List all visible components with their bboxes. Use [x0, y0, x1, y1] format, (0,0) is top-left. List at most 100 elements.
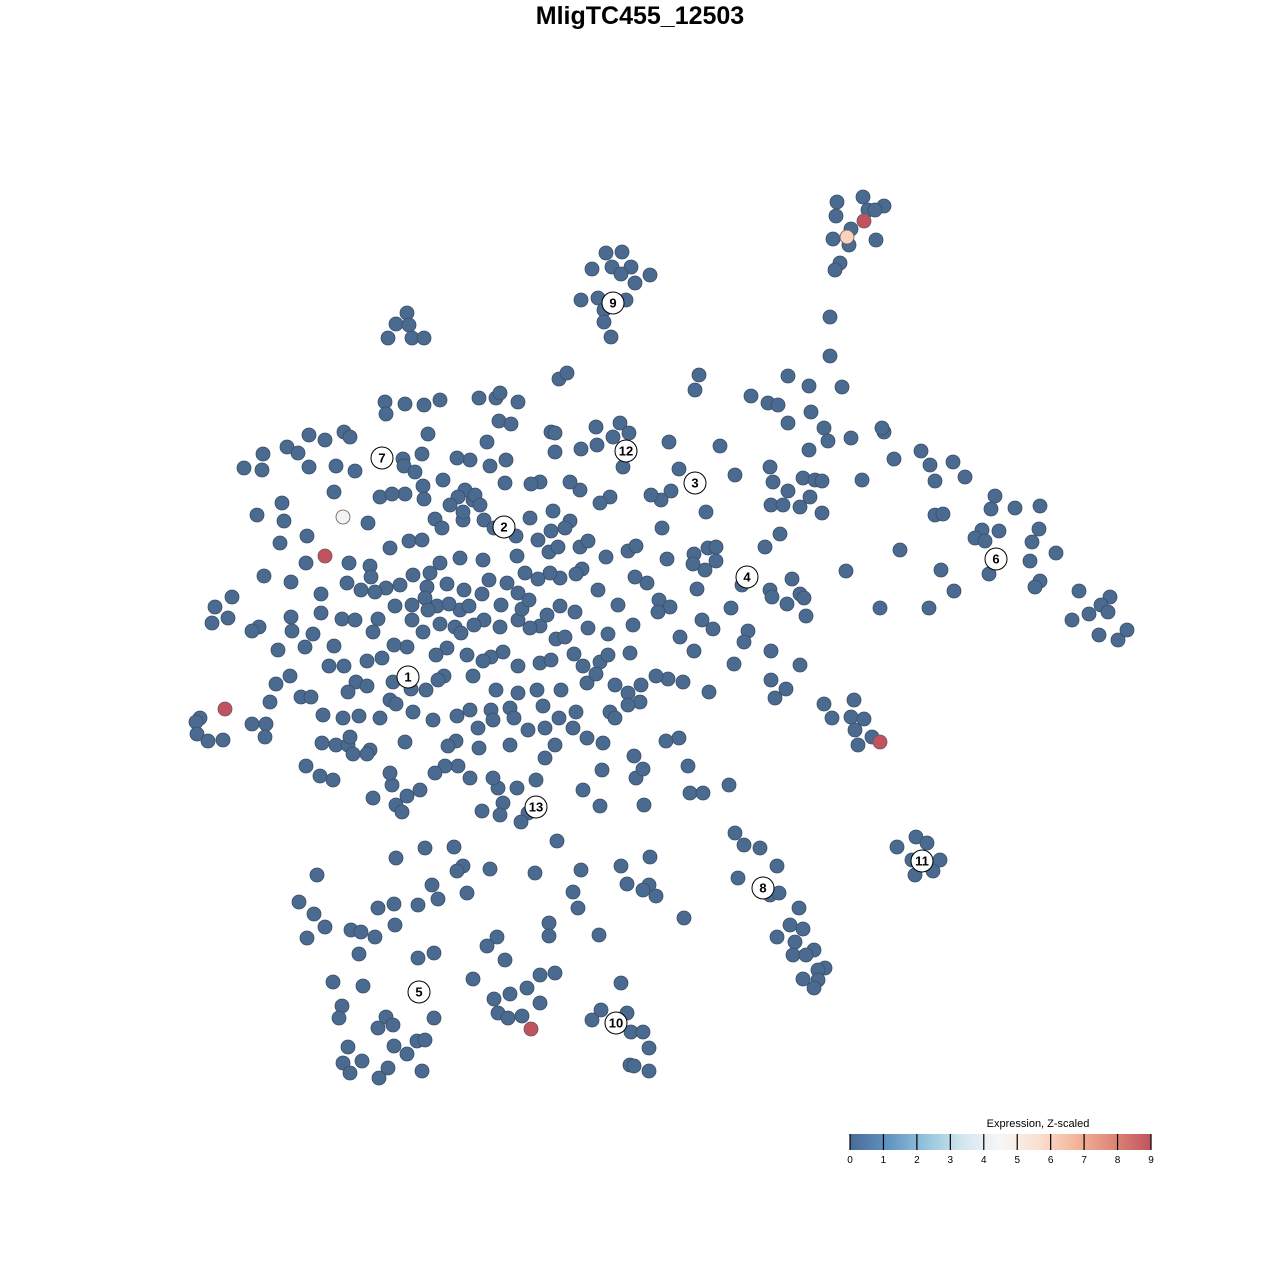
cell-point: [650, 604, 666, 620]
cell-point: [204, 615, 220, 631]
cluster-label-text: 2: [500, 520, 507, 535]
cell-point: [353, 924, 369, 940]
cell-point: [342, 729, 358, 745]
cell-point: [658, 733, 674, 749]
cell-point: [365, 790, 381, 806]
cell-point: [562, 474, 578, 490]
cell-point: [641, 1063, 657, 1079]
cell-point: [415, 624, 431, 640]
cell-point: [1022, 553, 1038, 569]
cell-point: [559, 365, 575, 381]
cell-point: [675, 674, 691, 690]
cell-point: [575, 658, 591, 674]
cell-point: [434, 520, 450, 536]
cell-point: [822, 309, 838, 325]
cell-point: [801, 378, 817, 394]
cell-point: [387, 917, 403, 933]
cell-point: [363, 569, 379, 585]
cell-point: [565, 884, 581, 900]
cell-point: [782, 917, 798, 933]
cell-point: [613, 266, 629, 282]
cell-point: [764, 589, 780, 605]
cell-point: [453, 625, 469, 641]
cluster-label-text: 1: [404, 670, 411, 685]
cell-point: [1032, 498, 1048, 514]
cell-point: [820, 433, 836, 449]
cell-point: [509, 780, 525, 796]
cell-point: [919, 835, 935, 851]
cell-point: [591, 927, 607, 943]
cell-point: [325, 974, 341, 990]
cell-point: [671, 730, 687, 746]
cell-point: [795, 971, 811, 987]
cell-point: [567, 604, 583, 620]
colorbar-tick-label: 7: [1081, 1155, 1087, 1166]
cell-point: [775, 497, 791, 513]
cell-point: [676, 910, 692, 926]
cell-point: [770, 397, 786, 413]
cell-point: [365, 624, 381, 640]
cell-point: [388, 850, 404, 866]
cell-point: [492, 807, 508, 823]
cell-point: [471, 740, 487, 756]
cell-point: [449, 708, 465, 724]
cell-point: [627, 275, 643, 291]
cell-point: [547, 737, 563, 753]
cell-point: [1064, 612, 1080, 628]
cluster-label-badge: [601, 291, 625, 315]
cell-point: [258, 716, 274, 732]
cell-point: [816, 420, 832, 436]
cell-point: [814, 505, 830, 521]
cell-point: [441, 596, 457, 612]
colorbar-tick-label: 1: [881, 1155, 887, 1166]
cell-point: [475, 552, 491, 568]
cluster-label-12: 12: [614, 439, 638, 463]
cell-point: [610, 597, 626, 613]
cell-point: [249, 507, 265, 523]
colorbar-tick-label: 8: [1115, 1155, 1121, 1166]
cell-point: [542, 565, 558, 581]
cell-point: [814, 473, 830, 489]
cell-point: [462, 702, 478, 718]
cell-point: [342, 429, 358, 445]
cell-point: [303, 689, 319, 705]
cell-point: [682, 785, 698, 801]
cluster-label-text: 13: [529, 800, 543, 815]
cell-point: [592, 495, 608, 511]
cell-point: [780, 483, 796, 499]
cell-point: [502, 986, 518, 1002]
cluster-label-badge: [524, 795, 548, 819]
cell-point: [792, 657, 808, 673]
cell-point: [401, 317, 417, 333]
cell-point: [886, 451, 902, 467]
cell-point: [592, 798, 608, 814]
cell-point: [802, 489, 818, 505]
cell-point: [459, 885, 475, 901]
cell-point: [1048, 545, 1064, 561]
cell-point: [957, 469, 973, 485]
cluster-label-badge: [370, 446, 394, 470]
cell-point: [787, 934, 803, 950]
expressed-cell-point: [317, 548, 333, 564]
cell-point: [547, 444, 563, 460]
cell-point: [317, 432, 333, 448]
cell-point: [547, 965, 563, 981]
cell-point: [614, 244, 630, 260]
cell-point: [355, 978, 371, 994]
cell-point: [282, 668, 298, 684]
cell-point: [867, 202, 883, 218]
cell-point: [598, 245, 614, 261]
cell-point: [825, 231, 841, 247]
cell-point: [588, 419, 604, 435]
expressed-cell-point: [856, 213, 872, 229]
cell-point: [482, 861, 498, 877]
cell-point: [822, 348, 838, 364]
cell-point: [927, 473, 943, 489]
cell-point: [767, 690, 783, 706]
cell-point: [351, 708, 367, 724]
cell-point: [566, 646, 582, 662]
cell-point: [236, 460, 252, 476]
cell-point: [220, 610, 236, 626]
cell-point: [328, 458, 344, 474]
cell-point: [641, 1040, 657, 1056]
